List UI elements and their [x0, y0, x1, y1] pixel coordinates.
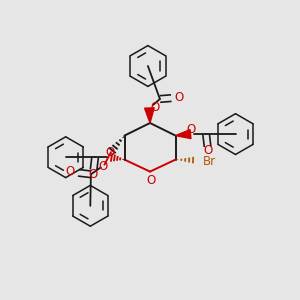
Text: Br: Br	[202, 154, 216, 168]
Polygon shape	[176, 130, 191, 139]
Text: O: O	[99, 160, 108, 173]
Polygon shape	[145, 108, 154, 123]
Text: O: O	[187, 123, 196, 136]
Text: O: O	[65, 165, 74, 178]
Text: O: O	[105, 146, 114, 159]
Text: O: O	[147, 173, 156, 187]
Text: O: O	[204, 144, 213, 158]
Text: O: O	[174, 91, 184, 104]
Text: O: O	[150, 100, 159, 114]
Text: O: O	[88, 167, 98, 181]
